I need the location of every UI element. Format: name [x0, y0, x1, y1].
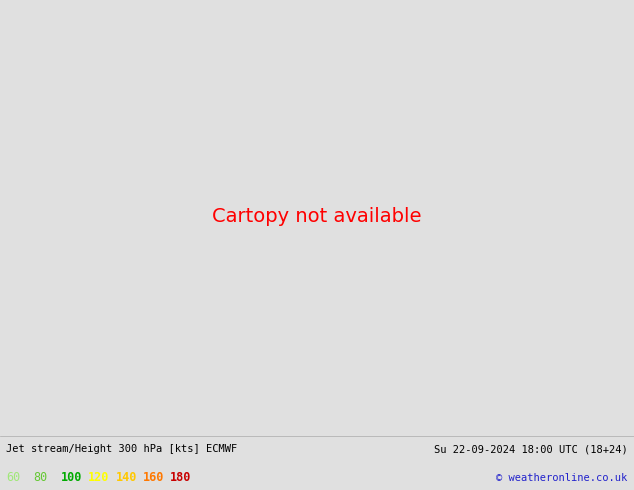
Text: © weatheronline.co.uk: © weatheronline.co.uk [496, 472, 628, 483]
Text: Cartopy not available: Cartopy not available [212, 207, 422, 226]
Text: 160: 160 [143, 471, 164, 484]
Text: 120: 120 [88, 471, 110, 484]
Text: 100: 100 [61, 471, 82, 484]
Text: Jet stream/Height 300 hPa [kts] ECMWF: Jet stream/Height 300 hPa [kts] ECMWF [6, 444, 238, 454]
Text: 140: 140 [115, 471, 137, 484]
Text: 60: 60 [6, 471, 20, 484]
Text: 80: 80 [34, 471, 48, 484]
Text: Su 22-09-2024 18:00 UTC (18+24): Su 22-09-2024 18:00 UTC (18+24) [434, 444, 628, 454]
Text: 180: 180 [170, 471, 191, 484]
